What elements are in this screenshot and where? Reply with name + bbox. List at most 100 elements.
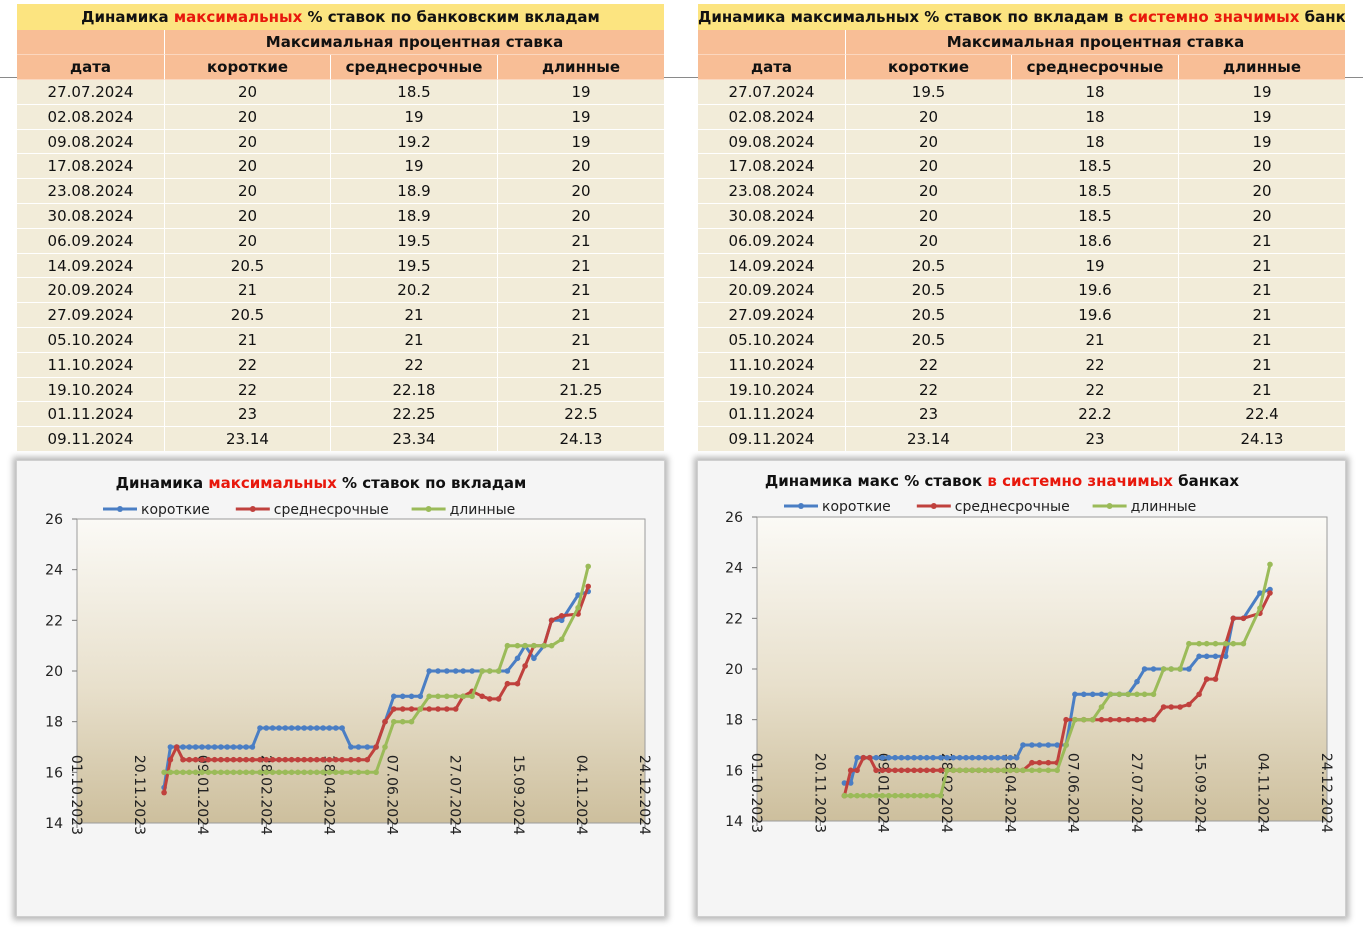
- cell-short: 22: [846, 352, 1012, 377]
- data-point: [205, 744, 212, 750]
- data-point: [1186, 666, 1192, 672]
- data-point: [237, 769, 243, 776]
- data-point: [917, 767, 924, 774]
- data-point: [898, 767, 905, 774]
- data-point: [180, 756, 186, 763]
- data-point: [237, 756, 243, 763]
- cell-medium: 19.6: [1012, 278, 1179, 303]
- cell-date: 06.09.2024: [698, 228, 846, 253]
- data-point: [167, 756, 174, 763]
- data-point: [435, 668, 441, 674]
- data-point: [348, 744, 354, 750]
- data-point: [339, 756, 345, 763]
- data-point: [218, 744, 224, 750]
- cell-long: 22.4: [1245, 405, 1279, 424]
- data-point: [514, 642, 521, 649]
- data-point: [173, 744, 180, 750]
- right-line-chart: Динамика макс % ставок в системно значим…: [697, 460, 1346, 917]
- cell-short: 20.5: [846, 327, 1012, 352]
- cell-date: 20.09.2024: [17, 278, 165, 303]
- data-point: [391, 706, 397, 712]
- data-point: [1098, 716, 1105, 723]
- group-header: Максимальная процентная ставка: [165, 30, 664, 55]
- legend-swatch-marker: [249, 506, 256, 512]
- table-row: 11.10.2024 22 22 21: [698, 352, 1345, 378]
- y-tick-label: 20: [725, 662, 743, 678]
- data-point: [218, 769, 224, 776]
- cell-short: 20: [846, 203, 1012, 228]
- legend-item: среднесрочные: [235, 502, 389, 518]
- data-point: [930, 767, 936, 774]
- x-tick-label: 04.11.2024: [1255, 753, 1271, 833]
- table-row: 27.09.2024 20.5 19.6 21: [698, 303, 1345, 328]
- table-row: 09.11.2024 23.14 23 24.13: [698, 427, 1345, 452]
- empty-header-cell: [17, 30, 165, 55]
- data-point: [898, 754, 905, 761]
- data-point: [879, 754, 886, 761]
- data-point: [1054, 742, 1060, 748]
- data-point: [1134, 678, 1140, 685]
- data-point: [1134, 691, 1140, 698]
- data-point: [904, 792, 911, 799]
- cell-medium: 18.5: [1012, 179, 1179, 203]
- data-point: [355, 744, 362, 750]
- data-point: [1072, 716, 1078, 723]
- cell-long: 19: [1252, 83, 1272, 101]
- chart-title-part: % ставок по вкладам: [337, 474, 527, 492]
- cell-medium: 23: [1012, 427, 1179, 451]
- data-point: [192, 744, 199, 750]
- data-point: [854, 792, 860, 799]
- data-point: [522, 663, 528, 669]
- cell-medium: 23.34: [331, 427, 498, 451]
- data-point: [1089, 716, 1096, 723]
- data-point: [1001, 767, 1007, 774]
- x-tick-label: 20.11.2023: [811, 753, 827, 833]
- cell-short: 22: [846, 377, 1012, 402]
- column-header-short: короткие: [846, 55, 1012, 80]
- cell-date: 11.10.2024: [17, 352, 165, 377]
- title-highlight: системно значимых: [1128, 8, 1300, 26]
- cell-short: 20: [165, 203, 331, 228]
- data-point: [879, 792, 886, 799]
- cell-medium: 22.18: [331, 377, 498, 402]
- data-point: [479, 693, 486, 700]
- table-row: 30.08.2024 20 18.5 20: [698, 203, 1345, 229]
- legend-item: короткие: [103, 502, 210, 518]
- cell-short: 22: [165, 377, 331, 402]
- data-point: [314, 725, 320, 731]
- cell-long: 22.5: [564, 405, 598, 424]
- data-point: [504, 680, 511, 687]
- cell-long: 21: [1252, 355, 1272, 374]
- data-point: [1036, 742, 1043, 748]
- column-header-long: длинные: [1179, 55, 1345, 80]
- data-point: [460, 693, 467, 700]
- data-point: [479, 668, 486, 674]
- table-row: 09.11.2024 23.14 23.34 24.13: [17, 427, 664, 452]
- x-tick-label: 07.06.2024: [1065, 753, 1081, 833]
- cell-date: 01.11.2024: [698, 402, 846, 427]
- data-point: [969, 767, 976, 774]
- data-point: [1150, 666, 1157, 672]
- chart-title-part: Динамика: [116, 474, 209, 492]
- data-point: [1186, 640, 1192, 647]
- data-point: [923, 754, 930, 761]
- cell-date: 30.08.2024: [17, 203, 165, 228]
- cell-short: 20: [165, 129, 331, 154]
- cell-medium: 18.9: [331, 179, 498, 203]
- data-point: [1134, 716, 1140, 723]
- cell-medium: 22.25: [331, 402, 498, 427]
- cell-long: 19: [571, 107, 591, 126]
- legend-item: длинные: [1092, 499, 1196, 515]
- data-point: [180, 769, 186, 776]
- data-point: [320, 725, 326, 731]
- data-point: [469, 668, 475, 674]
- data-point: [307, 769, 314, 776]
- cell-date: 06.09.2024: [17, 228, 165, 253]
- cell-short: 23.14: [165, 427, 331, 451]
- data-point: [339, 769, 345, 776]
- data-point: [885, 754, 892, 761]
- data-point: [504, 642, 511, 649]
- data-point: [937, 767, 944, 774]
- data-point: [452, 668, 459, 674]
- data-point: [211, 744, 218, 750]
